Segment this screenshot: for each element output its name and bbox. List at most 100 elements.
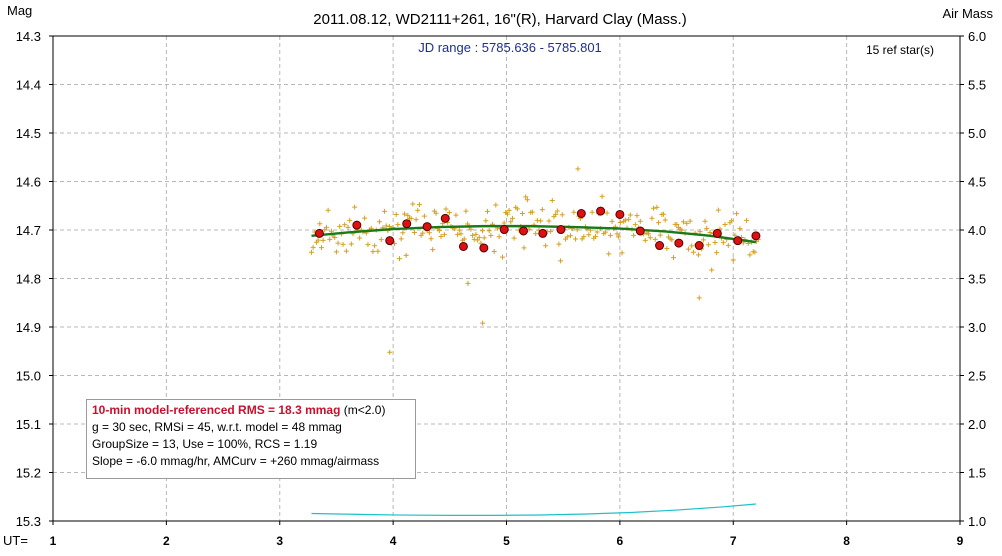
- stats-line-rms: 10-min model-referenced RMS = 18.3 mmag …: [92, 402, 415, 419]
- y-right-tick-label: 6.0: [968, 29, 986, 44]
- raw-point: [496, 234, 502, 240]
- x-tick-label: 9: [957, 534, 964, 548]
- raw-point: [438, 234, 444, 240]
- raw-point: [571, 209, 577, 215]
- raw-point: [680, 219, 686, 225]
- raw-point: [476, 234, 482, 240]
- binned-point: [751, 231, 761, 241]
- binned-point: [519, 226, 529, 236]
- raw-point-outlier: [465, 280, 471, 286]
- y-left-tick-label: 14.7: [16, 223, 41, 238]
- raw-point: [649, 215, 655, 221]
- y-left-tick-label: 15.3: [16, 514, 41, 529]
- airmass-line: [311, 503, 756, 516]
- raw-point: [420, 230, 426, 236]
- binned-point: [576, 209, 586, 219]
- raw-point: [332, 234, 338, 240]
- raw-point: [357, 235, 363, 241]
- stats-line-slope: Slope = -6.0 mmag/hr, AMCurv = +260 mmag…: [92, 454, 380, 468]
- raw-point: [538, 218, 544, 224]
- raw-point: [463, 208, 469, 214]
- y-left-tick-label: 15.2: [16, 466, 41, 481]
- raw-point: [471, 236, 477, 242]
- y-right-tick-label: 4.5: [968, 175, 986, 190]
- raw-point: [415, 207, 421, 213]
- raw-point: [664, 246, 670, 252]
- binned-point: [733, 236, 743, 246]
- raw-point: [652, 236, 658, 242]
- y-left-tick-label: 14.9: [16, 320, 41, 335]
- raw-point: [558, 258, 564, 264]
- raw-point: [416, 202, 422, 208]
- raw-point: [546, 218, 552, 224]
- stats-line-groupsize: GroupSize = 13, Use = 100%, RCS = 1.19: [92, 437, 318, 451]
- raw-point: [377, 219, 383, 225]
- y-right-tick-label: 1.0: [968, 514, 986, 529]
- raw-point: [606, 251, 612, 257]
- raw-point: [320, 237, 326, 243]
- raw-point: [340, 241, 346, 247]
- binned-point: [458, 241, 468, 251]
- binned-point: [635, 226, 645, 236]
- raw-point: [662, 217, 668, 223]
- y-right-tick-label: 5.0: [968, 126, 986, 141]
- y-left-tick-label: 15.1: [16, 417, 41, 432]
- raw-point: [323, 224, 329, 230]
- raw-point: [709, 267, 715, 273]
- y-right-tick-label: 2.0: [968, 417, 986, 432]
- raw-point: [586, 232, 592, 238]
- raw-point-outlier: [575, 166, 581, 172]
- binned-point: [385, 236, 395, 246]
- raw-point: [715, 207, 721, 213]
- raw-point: [308, 249, 314, 255]
- raw-point: [616, 234, 622, 240]
- raw-point: [401, 211, 407, 217]
- raw-point: [335, 240, 341, 246]
- x-tick-label: 7: [730, 534, 737, 548]
- raw-point: [375, 248, 381, 254]
- raw-point: [506, 207, 512, 213]
- raw-point: [405, 212, 411, 218]
- raw-point: [521, 245, 527, 251]
- raw-point: [504, 211, 510, 217]
- raw-point: [631, 232, 637, 238]
- raw-point: [524, 197, 530, 203]
- raw-point: [485, 208, 491, 214]
- raw-point: [511, 235, 517, 241]
- y-right-tick-label: 5.5: [968, 78, 986, 93]
- raw-point: [491, 248, 497, 254]
- raw-point: [337, 223, 343, 229]
- raw-point-outlier: [696, 295, 702, 301]
- raw-point: [548, 228, 554, 234]
- binned-point: [556, 225, 566, 235]
- raw-point: [619, 250, 625, 256]
- raw-point: [455, 232, 461, 238]
- y-right-tick-label: 1.5: [968, 466, 986, 481]
- raw-point: [446, 210, 452, 216]
- raw-point: [704, 225, 710, 231]
- raw-point: [413, 217, 419, 223]
- binned-point: [440, 213, 450, 223]
- raw-point: [523, 194, 529, 200]
- raw-point: [720, 240, 726, 246]
- raw-point: [501, 220, 507, 226]
- raw-point: [734, 211, 740, 217]
- y-axis-left-label: Mag: [7, 3, 32, 18]
- raw-point: [433, 210, 439, 216]
- raw-point: [493, 202, 499, 208]
- rms-highlight: 10-min model-referenced RMS = 18.3 mmag: [92, 403, 341, 417]
- raw-point: [737, 226, 743, 232]
- raw-point: [543, 243, 549, 249]
- raw-point: [533, 231, 539, 237]
- raw-point: [712, 240, 718, 246]
- raw-point: [747, 252, 753, 258]
- y-right-tick-label: 3.0: [968, 320, 986, 335]
- raw-point: [480, 228, 486, 234]
- raw-point: [352, 204, 358, 210]
- y-right-tick-label: 4.0: [968, 223, 986, 238]
- raw-point: [632, 222, 638, 228]
- raw-point: [378, 237, 384, 243]
- y-left-tick-label: 14.5: [16, 126, 41, 141]
- raw-point: [509, 215, 515, 221]
- y-axis-right-label: Air Mass: [942, 6, 993, 21]
